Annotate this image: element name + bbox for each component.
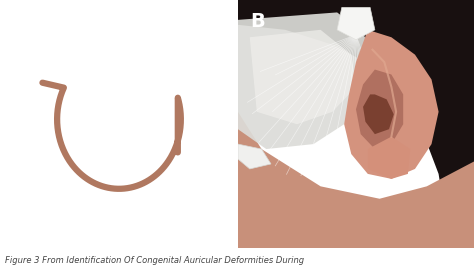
Polygon shape — [344, 30, 438, 179]
Polygon shape — [363, 94, 394, 134]
Polygon shape — [238, 112, 474, 248]
Text: B: B — [250, 12, 264, 31]
Polygon shape — [238, 0, 474, 248]
Polygon shape — [337, 7, 375, 40]
Polygon shape — [356, 70, 403, 149]
Text: Figure 3 From Identification Of Congenital Auricular Deformities During: Figure 3 From Identification Of Congenit… — [5, 256, 304, 265]
Polygon shape — [238, 144, 271, 169]
Text: A: A — [12, 12, 27, 31]
Polygon shape — [238, 12, 375, 149]
Polygon shape — [250, 30, 356, 124]
Polygon shape — [368, 136, 410, 179]
